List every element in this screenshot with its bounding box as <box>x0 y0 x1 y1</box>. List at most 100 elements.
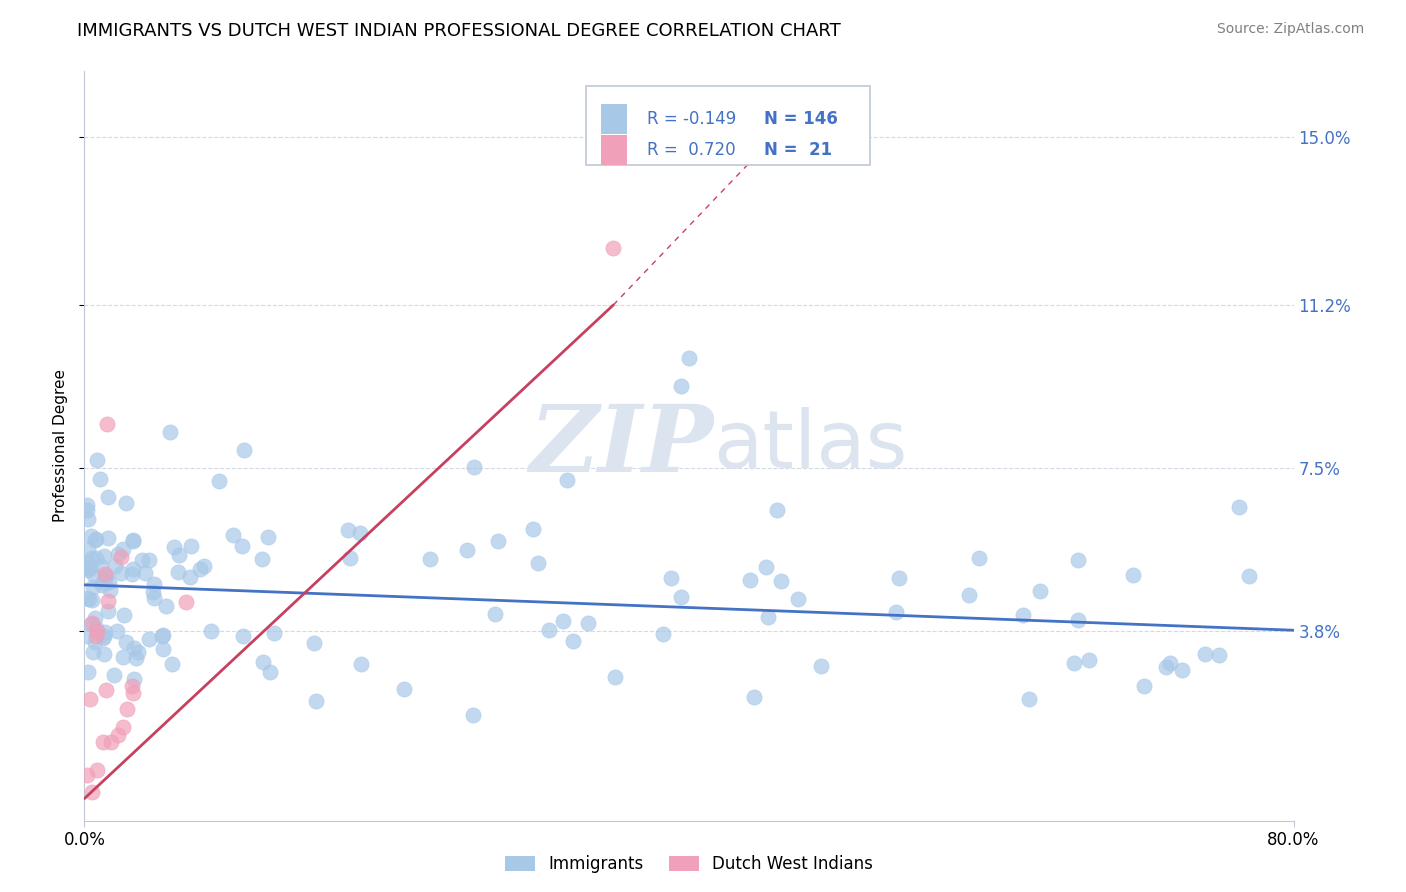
Point <box>82 593 104 607</box>
Point <box>526 556 548 570</box>
Point <box>765 502 787 516</box>
Point <box>86 763 108 777</box>
Point <box>193 558 215 573</box>
Point <box>337 523 360 537</box>
Point <box>97 604 120 618</box>
Point <box>84 533 107 548</box>
Point <box>86 452 108 467</box>
Point <box>339 551 361 566</box>
Point <box>77 563 100 577</box>
Point <box>112 541 135 556</box>
Point <box>305 693 328 707</box>
Point <box>167 548 190 562</box>
Point <box>111 649 134 664</box>
Point <box>756 610 779 624</box>
Point <box>1171 663 1194 677</box>
Point <box>77 592 100 607</box>
Point <box>77 665 100 679</box>
Point <box>79 561 101 575</box>
Point <box>152 628 174 642</box>
Point <box>200 624 222 638</box>
Point <box>263 625 285 640</box>
Point <box>93 573 115 587</box>
Text: atlas: atlas <box>713 407 907 485</box>
Point <box>163 541 186 555</box>
Point <box>77 542 100 557</box>
Point <box>121 533 143 547</box>
Point <box>82 580 104 594</box>
Point <box>1028 584 1050 599</box>
Point <box>142 577 165 591</box>
Point <box>90 558 112 573</box>
Point <box>742 690 765 704</box>
Point <box>138 553 160 567</box>
Point <box>86 624 108 638</box>
Point <box>252 656 274 670</box>
Point <box>179 569 201 583</box>
Point <box>115 701 138 715</box>
Point <box>80 529 103 543</box>
Point <box>91 631 114 645</box>
Point <box>755 560 778 574</box>
Point <box>152 629 174 643</box>
Point <box>122 672 145 686</box>
Point <box>1156 660 1178 674</box>
Point <box>180 539 202 553</box>
Point <box>94 682 117 697</box>
Point <box>176 595 198 609</box>
Point <box>486 534 509 549</box>
Point <box>250 551 273 566</box>
Point <box>94 625 117 640</box>
Point <box>82 784 104 798</box>
Point <box>1159 656 1181 670</box>
Point <box>84 622 107 636</box>
Point <box>1194 647 1216 661</box>
Point <box>115 635 138 649</box>
Point <box>114 496 136 510</box>
Point <box>84 550 107 565</box>
Point <box>576 615 599 630</box>
Point <box>538 623 561 637</box>
Point <box>232 629 254 643</box>
Point <box>957 588 980 602</box>
Point <box>96 417 118 431</box>
Point <box>110 550 132 565</box>
Point <box>1066 613 1088 627</box>
Point <box>122 686 145 700</box>
Point <box>97 490 120 504</box>
Point <box>98 575 121 590</box>
Point <box>100 583 122 598</box>
Text: N =  21: N = 21 <box>763 141 832 159</box>
Text: N = 146: N = 146 <box>763 110 838 128</box>
Point <box>231 539 253 553</box>
Point <box>1237 569 1260 583</box>
Point <box>124 640 146 655</box>
Point <box>1018 692 1040 706</box>
Point <box>121 566 143 581</box>
Point <box>740 574 762 588</box>
Point <box>100 735 122 749</box>
Point <box>155 599 177 614</box>
Point <box>143 591 166 606</box>
FancyBboxPatch shape <box>586 87 870 165</box>
Point <box>1063 656 1085 670</box>
Point <box>678 351 700 365</box>
Point <box>112 608 135 623</box>
Point <box>152 642 174 657</box>
Point <box>553 614 575 628</box>
Point <box>76 556 98 570</box>
Text: ZIP: ZIP <box>529 401 713 491</box>
Point <box>84 532 107 546</box>
Point <box>969 551 991 566</box>
Point <box>76 498 98 512</box>
Text: R =  0.720: R = 0.720 <box>647 141 735 159</box>
Point <box>652 627 675 641</box>
Point <box>259 665 281 679</box>
Point <box>82 645 104 659</box>
Point <box>134 566 156 580</box>
Point <box>93 629 115 643</box>
Point <box>392 682 415 697</box>
Point <box>787 592 810 607</box>
Point <box>76 768 98 782</box>
Point <box>603 670 626 684</box>
